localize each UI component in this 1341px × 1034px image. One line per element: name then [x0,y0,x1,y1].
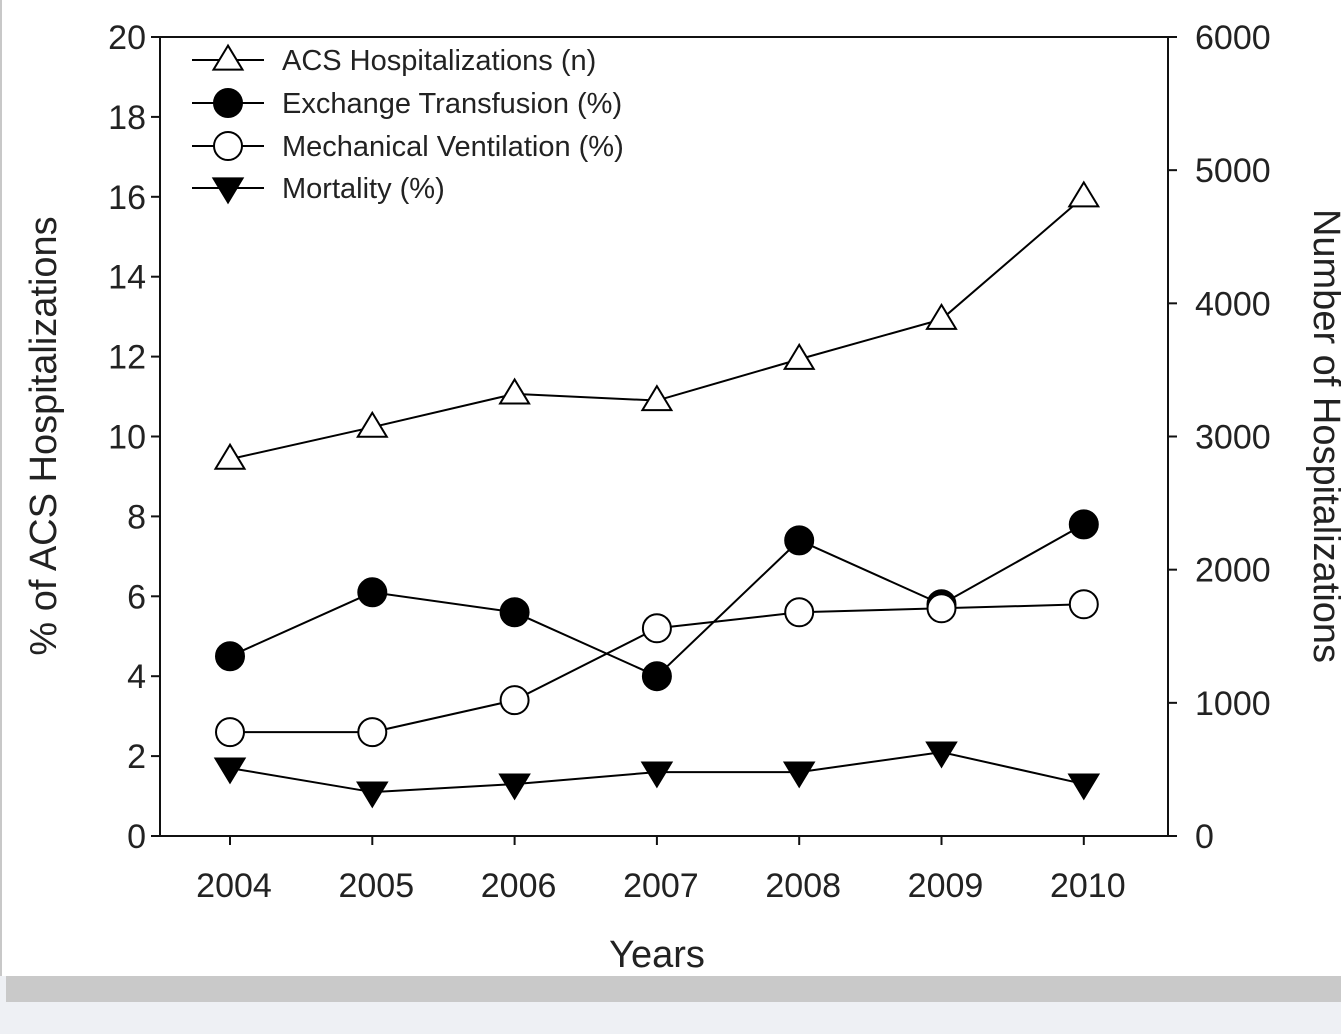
x-tick-label: 2009 [908,867,984,905]
left-y-tick-label: 2 [127,738,146,776]
data-point-exchange-transfusion [499,597,530,628]
legend-marker [213,131,243,161]
data-point-mechanical-ventilation [215,717,245,748]
left-y-tick-label: 6 [127,578,146,616]
horizontal-scrollbar[interactable] [6,976,1341,1002]
data-point-mechanical-ventilation [499,685,530,716]
x-tick-label: 2008 [765,867,841,905]
right-y-tick-label: 6000 [1195,19,1271,57]
right-y-tick-label: 5000 [1195,152,1271,190]
x-tick-label: 2010 [1050,867,1126,905]
right-y-tick-label: 4000 [1195,285,1271,323]
data-point-exchange-transfusion [1068,509,1099,540]
data-point-mortality [498,773,531,801]
data-point-acs-hospitalizations-n [1067,180,1101,208]
left-y-tick-label: 18 [108,99,146,137]
legend-marker [211,43,245,71]
legend-marker [211,177,245,205]
data-point-mechanical-ventilation [357,717,388,748]
data-point-acs-hospitalizations-n [356,410,389,438]
data-point-exchange-transfusion [357,577,388,608]
data-point-acs-hospitalizations-n [498,377,531,405]
left-y-axis-title: % of ACS Hospitalizations [23,216,65,655]
legend-label: Mechanical Ventilation (%) [282,131,624,163]
left-y-tick-label: 4 [127,658,146,696]
data-point-acs-hospitalizations-n [213,442,247,470]
legend-label: Exchange Transfusion (%) [282,88,622,120]
data-point-exchange-transfusion [641,661,672,692]
x-tick-label: 2006 [481,867,557,905]
x-axis-title: Years [609,934,705,976]
left-y-tick-label: 12 [108,339,146,377]
data-point-mortality [925,741,958,769]
left-y-tick-label: 10 [108,419,146,457]
x-tick-label: 2007 [623,867,699,905]
right-y-tick-label: 1000 [1195,685,1271,723]
data-point-mechanical-ventilation [926,593,957,624]
left-y-tick-label: 8 [127,498,146,536]
right-y-tick-label: 3000 [1195,419,1271,457]
legend-label: ACS Hospitalizations (n) [282,45,596,77]
right-y-axis-title: Number of Hospitalizations [1305,209,1341,663]
right-y-tick-label: 0 [1195,818,1214,856]
right-y-tick-label: 2000 [1195,552,1271,590]
data-point-acs-hospitalizations-n [925,302,958,330]
line-chart: 0 2 4 6 8 10 12 14 16 18 20 0 1000 2000 3000 4000 5000 60… [23,19,1341,976]
data-point-exchange-transfusion [784,525,815,556]
left-y-tick-label: 14 [108,259,146,297]
data-point-acs-hospitalizations-n [640,384,674,412]
x-tick-label: 2005 [338,867,414,905]
x-tick-label: 2004 [196,867,272,905]
data-point-mortality [356,781,389,809]
left-y-tick-label: 0 [127,818,146,856]
data-point-mortality [640,761,674,789]
data-point-mortality [1067,773,1101,801]
data-point-exchange-transfusion [215,641,245,672]
figure-panel: 0 2 4 6 8 10 12 14 16 18 20 0 1000 2000 3000 4000 5000 60… [0,0,1341,976]
data-point-mechanical-ventilation [784,597,815,628]
data-point-acs-hospitalizations-n [782,342,816,370]
left-y-tick-label: 20 [108,19,146,57]
left-y-tick-label: 16 [108,179,146,217]
data-point-mechanical-ventilation [1068,589,1099,620]
data-point-mechanical-ventilation [641,613,672,644]
footer-band [0,1002,1341,1034]
data-point-mortality [213,757,247,785]
legend-label: Mortality (%) [282,173,445,205]
legend-marker [213,88,243,118]
data-point-mortality [782,761,816,789]
